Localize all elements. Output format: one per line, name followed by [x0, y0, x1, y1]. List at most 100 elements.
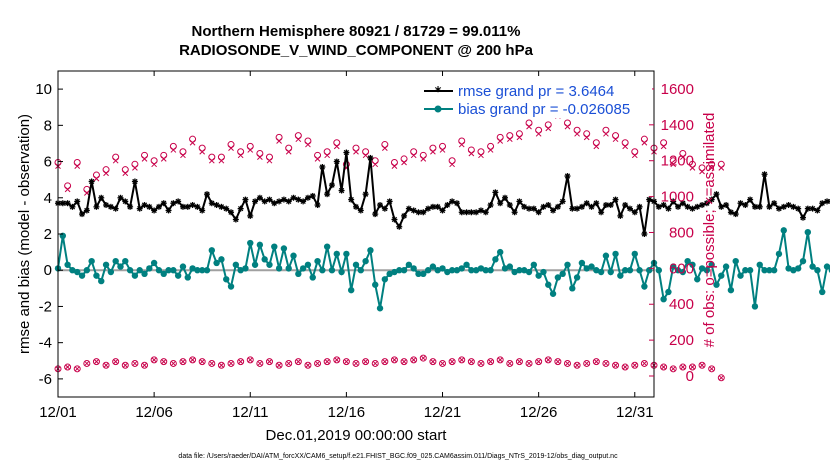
obs-count-point: [121, 361, 129, 369]
bias-point: [612, 250, 619, 258]
rmse-point: [795, 205, 802, 212]
obs-count-cross: [74, 366, 80, 372]
bias-point: [549, 290, 557, 297]
rmse-point: [814, 207, 821, 214]
obs-count-point: [198, 358, 206, 366]
rmse-point-stroke: [113, 205, 119, 212]
rmse-point: [737, 200, 744, 207]
rmse-point-stroke: [88, 178, 95, 185]
bias-point: [271, 243, 278, 250]
obs-assimilated-point: [122, 170, 129, 177]
rmse-point-stroke: [358, 207, 364, 214]
obs-assimilated-point: [208, 157, 215, 164]
rmse-point: [516, 198, 523, 205]
bias-point: [511, 268, 518, 276]
bias-point: [208, 247, 216, 254]
rmse-point-stroke: [435, 204, 441, 210]
bias-point: [588, 263, 595, 270]
bias-point: [487, 267, 494, 274]
bias-point: [554, 274, 562, 281]
obs-count-stroke: [180, 359, 186, 365]
obs-count-stroke: [449, 359, 455, 365]
obs-count-point: [496, 356, 504, 364]
bias-point: [770, 267, 778, 274]
obs-count-stroke: [517, 359, 522, 365]
bias-point: [684, 257, 691, 265]
obs-assimilated-stroke: [381, 145, 388, 152]
rmse-point-stroke: [733, 211, 739, 217]
bias-point: [396, 267, 403, 274]
rmse-point: [122, 198, 129, 205]
rmse-point: [362, 191, 369, 198]
rmse-point-stroke: [800, 215, 806, 221]
rmse-point: [473, 209, 480, 216]
rmse-point-stroke: [776, 205, 782, 212]
rmse-point: [775, 205, 782, 212]
rmse-point: [271, 200, 278, 207]
rmse-point-stroke: [74, 198, 80, 205]
rmse-point: [252, 198, 259, 205]
obs-count-stroke: [661, 364, 666, 370]
rmse-point: [232, 216, 239, 223]
obs-count-stroke: [334, 357, 340, 363]
obs-assimilated-point: [516, 134, 523, 141]
obs-count-point: [362, 358, 370, 366]
y-axis-label-left: rmse and bias (model - observation): [16, 114, 33, 354]
bias-point: [218, 256, 225, 263]
bias-point: [718, 272, 725, 279]
rmse-point-stroke: [560, 198, 566, 205]
obs-assimilated-point: [401, 159, 407, 166]
y-tick-label-right: 1000: [661, 189, 694, 206]
rmse-point-stroke: [478, 207, 484, 214]
rmse-point: [131, 178, 138, 185]
obs-count-stroke: [286, 361, 292, 366]
obs-assimilated-point: [487, 147, 494, 153]
obs-count-point: [64, 363, 72, 371]
bias-point: [420, 270, 427, 278]
bias-point: [655, 267, 663, 274]
obs-count-point: [352, 359, 360, 367]
obs-count-stroke: [574, 362, 580, 368]
rmse-point-stroke: [627, 205, 633, 212]
rmse-point: [93, 203, 100, 210]
bias-point: [761, 267, 768, 274]
bias-point: [564, 261, 571, 268]
rmse-point-stroke: [646, 196, 652, 203]
bias-point: [636, 267, 643, 274]
obs-count-cross: [84, 361, 90, 366]
obs-assimilated-point: [372, 161, 379, 168]
obs-assimilated-stroke: [247, 147, 254, 153]
obs-count-cross: [305, 362, 311, 368]
obs-count-stroke: [199, 359, 205, 365]
bias-point: [708, 261, 715, 268]
obs-count-cross: [497, 357, 503, 363]
bias-point: [304, 261, 312, 268]
obs-count-point: [189, 356, 197, 364]
obs-assimilated-stroke: [74, 163, 81, 169]
obs-assimilated-point: [718, 165, 725, 171]
rmse-point: [646, 196, 653, 203]
obs-count-cross: [363, 359, 368, 365]
bias-point: [780, 227, 787, 234]
obs-count-stroke: [94, 359, 99, 365]
bias-point: [501, 265, 509, 272]
rmse-point-stroke: [156, 204, 162, 210]
obs-count-cross: [718, 375, 724, 381]
rmse-point-stroke: [632, 209, 638, 215]
bias-point: [213, 259, 220, 267]
bias-point: [295, 270, 302, 278]
bias-point: [184, 274, 191, 281]
obs-assimilated-stroke: [430, 148, 436, 155]
rmse-point: [401, 212, 408, 219]
rmse-point-stroke: [584, 200, 590, 206]
obs-count-cross: [65, 364, 70, 370]
obs-assimilated-stroke: [103, 170, 109, 177]
obs-count-cross: [420, 355, 426, 361]
obs-assimilated-stroke: [583, 134, 590, 141]
rmse-point: [819, 200, 826, 207]
obs-assimilated-stroke: [285, 148, 292, 155]
obs-count-stroke: [709, 366, 715, 372]
bias-point: [439, 265, 446, 272]
rmse-point-stroke: [603, 202, 609, 208]
obs-count-point: [410, 356, 418, 364]
